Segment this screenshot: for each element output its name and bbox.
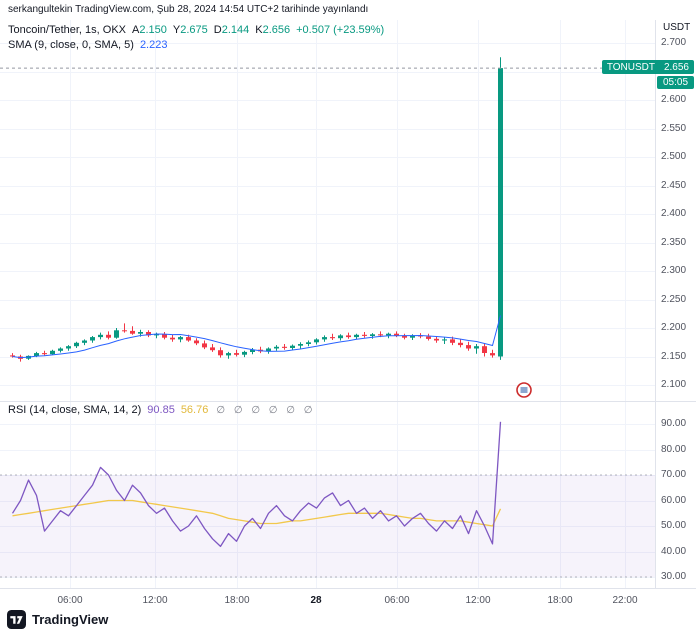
footer: TradingView: [7, 610, 108, 629]
time-axis[interactable]: 06:00 12:00 18:00 28 06:00 12:00 18:00 22:00: [0, 588, 696, 612]
time-axis-label: 28: [310, 595, 322, 606]
rsi-axis-label: 60.00: [661, 494, 687, 506]
price-axis-label: 2.700: [661, 37, 687, 48]
price-axis-label: 2.250: [661, 293, 687, 305]
ohlc-value: 2.144: [221, 24, 250, 36]
rsi-axis-label: 90.00: [661, 418, 687, 429]
time-axis-label: 12:00: [142, 595, 168, 606]
rsi-axis-label: 70.00: [661, 469, 687, 480]
axis-unit-label: USDT: [663, 22, 691, 33]
price-axis[interactable]: USDT 2.7002.6502.6002.5502.5002.4502.400…: [655, 20, 696, 588]
price-axis-label: 2.400: [661, 208, 687, 219]
price-axis-label: 2.550: [661, 122, 687, 134]
time-axis-label: 18:00: [224, 595, 250, 606]
sma-legend-label: SMA (9, close, 0, SMA, 5): [8, 39, 134, 51]
price-axis-label: 2.450: [661, 179, 687, 191]
price-axis-label: 2.300: [661, 265, 687, 276]
ohlc-label: A: [132, 24, 140, 36]
time-axis-label: 06:00: [384, 595, 410, 606]
ohlc-values: A2.150 Y2.675 D2.144 K2.656: [126, 24, 290, 36]
badge-price: 2.656: [663, 61, 689, 73]
badge-symbol: TONUSDT: [606, 61, 655, 73]
sma-legend-value: 2.223: [139, 39, 168, 51]
rsi-axis-label: 50.00: [661, 520, 687, 531]
price-axis-label: 2.200: [661, 322, 687, 333]
symbol-title: Toncoin/Tether, 1s, OKX: [8, 24, 127, 36]
tradingview-logo-icon[interactable]: [7, 610, 26, 629]
rsi-axis-label: 40.00: [661, 545, 687, 557]
event-marker-icon[interactable]: [516, 382, 532, 398]
time-axis-label: 12:00: [465, 595, 491, 606]
price-axis-label: 2.350: [661, 236, 687, 248]
rsi-hidden-plots: ∅ ∅ ∅ ∅ ∅ ∅: [216, 405, 316, 416]
rsi-legend: RSI (14, close, SMA, 14, 2) 90.85 56.76 ∅ ∅…: [8, 404, 316, 416]
ohlc-label: D: [213, 24, 222, 36]
price-badge: TONUSDT 2.656: [601, 60, 694, 74]
rsi-axis-label: 30.00: [661, 571, 687, 582]
price-axis-label: 2.600: [661, 94, 687, 105]
ohlc-value: 2.656: [262, 24, 291, 36]
price-axis-label: 2.500: [661, 151, 687, 162]
rsi-axis-label: 80.00: [661, 443, 687, 455]
price-axis-label: 2.100: [661, 379, 687, 390]
time-axis-label: 06:00: [57, 595, 83, 606]
price-axis-label: 2.150: [661, 350, 687, 362]
countdown-badge: 05:05: [657, 76, 694, 89]
ohlc-label: K: [255, 24, 263, 36]
rsi-value: 90.85: [147, 404, 175, 416]
ohlc-value: 2.150: [139, 24, 167, 36]
ohlc-label: Y: [172, 24, 181, 36]
time-axis-label: 22:00: [612, 595, 638, 606]
time-axis-label: 18:00: [547, 595, 573, 606]
rsi-ma-value: 56.76: [180, 404, 209, 416]
change-value: +0.507 (+23.59%): [296, 24, 385, 36]
brand-name[interactable]: TradingView: [32, 612, 109, 627]
ohlc-value: 2.675: [180, 24, 208, 36]
rsi-legend-title: RSI (14, close, SMA, 14, 2): [8, 404, 142, 416]
publish-info: serkangultekin TradingView.com, Şub 28, …: [8, 4, 369, 15]
price-legend: Toncoin/Tether, 1s, OKX A2.150 Y2.675 D2.14…: [8, 23, 384, 52]
